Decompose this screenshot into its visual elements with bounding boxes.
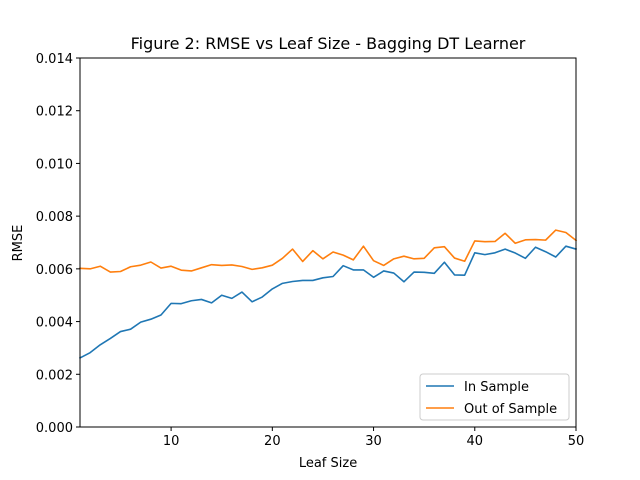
x-tick-label: 50 — [568, 434, 585, 449]
legend-label: Out of Sample — [464, 402, 557, 417]
axes-frame — [79, 57, 577, 428]
y-tick-label: 0.004 — [36, 316, 73, 331]
legend-box — [419, 373, 570, 421]
legend-label: In Sample — [464, 380, 529, 395]
x-tick-label: 30 — [365, 434, 382, 449]
y-axis-label: RMSE — [11, 225, 26, 262]
plot-area: 10 20 30 40 50 0.000 0.002 0.004 0.006 0.008 0.010… — [36, 52, 584, 449]
y-tick-label: 0.008 — [36, 210, 73, 225]
series-line-in-sample — [78, 245, 577, 360]
y-tick-label: 0.010 — [36, 157, 73, 172]
y-tick-label: 0.012 — [36, 105, 73, 120]
y-tick-label: 0.002 — [36, 368, 73, 383]
legend: In Sample Out of Sample — [419, 373, 570, 421]
x-axis-label: Leaf Size — [299, 456, 357, 471]
x-tick-label: 10 — [163, 434, 180, 449]
y-tick-label: 0.000 — [36, 421, 73, 436]
chart-title: Figure 2: RMSE vs Leaf Size - Bagging DT… — [131, 34, 526, 53]
y-tick-label: 0.014 — [36, 52, 73, 67]
series-line-out-of-sample — [79, 229, 578, 273]
x-tick-label: 20 — [264, 434, 281, 449]
y-tick-label: 0.006 — [36, 263, 73, 278]
x-tick-label: 40 — [467, 434, 484, 449]
